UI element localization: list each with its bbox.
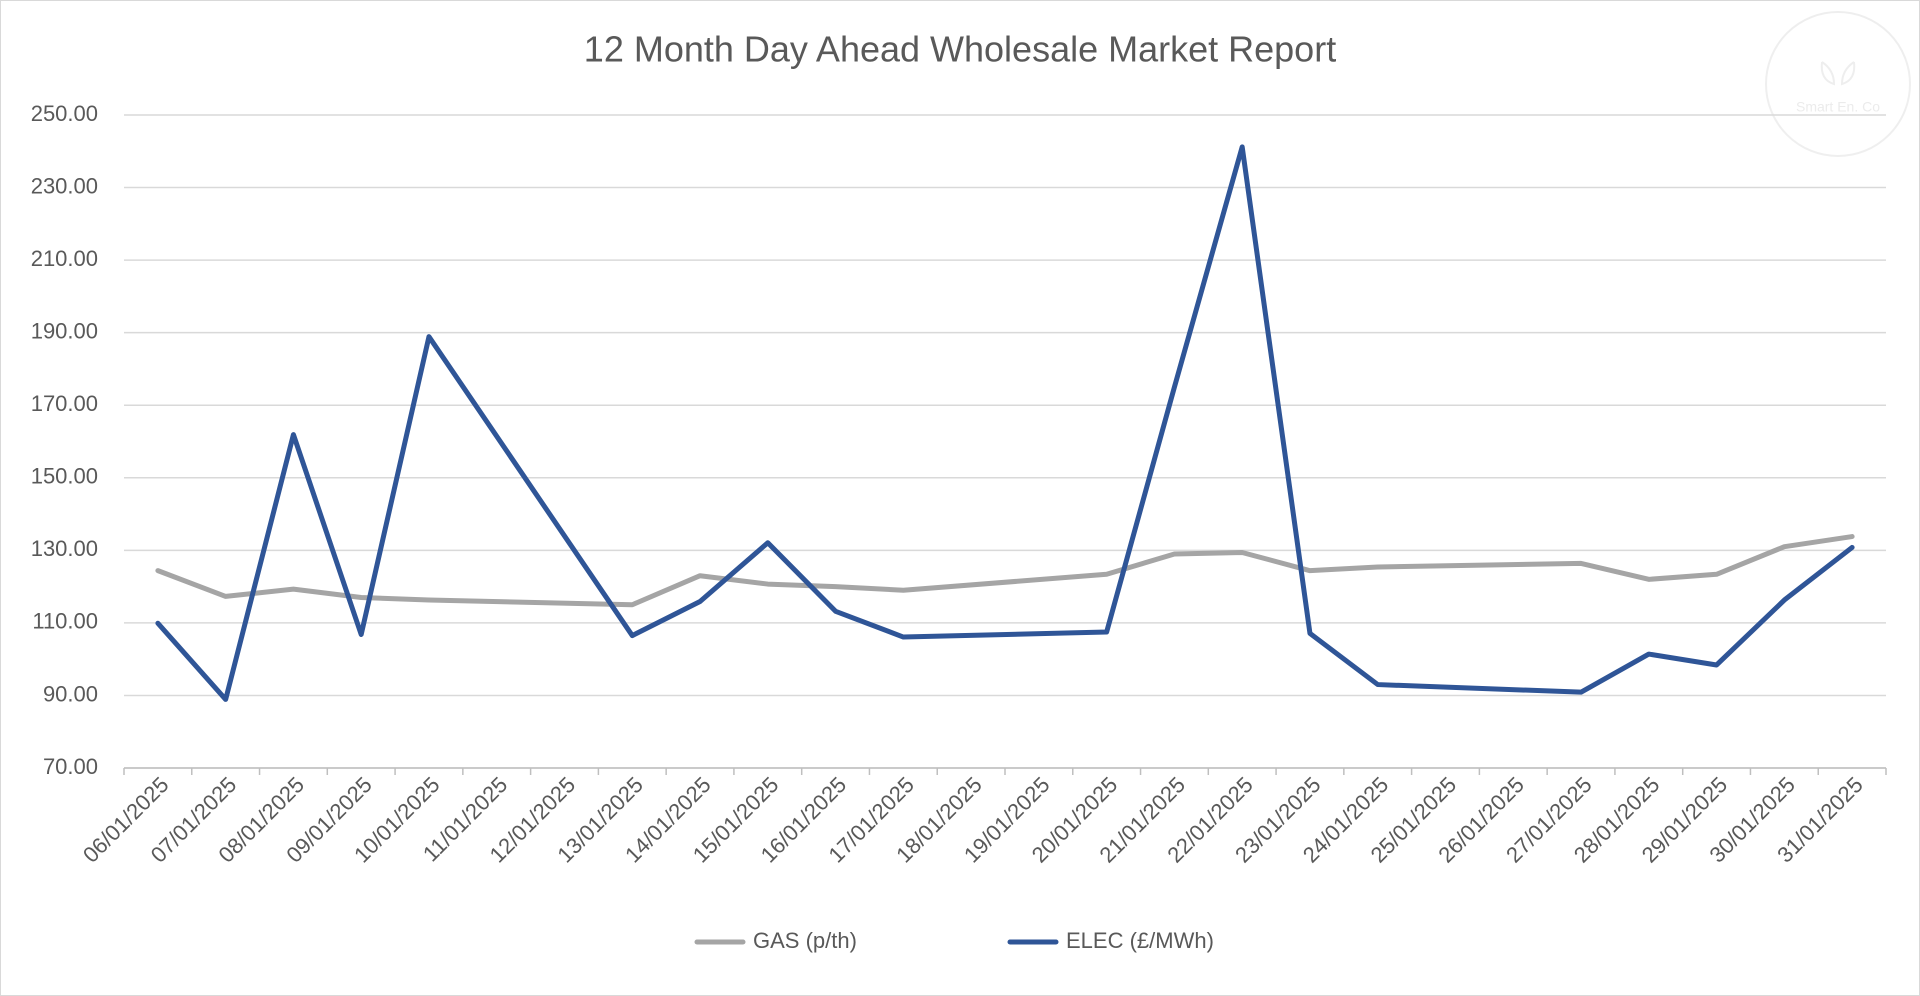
y-tick-label: 170.00	[31, 391, 98, 416]
chart-title: 12 Month Day Ahead Wholesale Market Repo…	[584, 29, 1336, 70]
watermark-logo: Smart En. Co	[1765, 11, 1911, 157]
series-line	[155, 144, 1855, 702]
y-tick-label: 90.00	[43, 681, 98, 706]
y-tick-label: 150.00	[31, 464, 98, 489]
y-tick-label: 210.00	[31, 246, 98, 271]
legend-item: GAS (p/th)	[694, 928, 857, 953]
legend-label: ELEC (£/MWh)	[1066, 928, 1214, 953]
legend-label: GAS (p/th)	[753, 928, 857, 953]
y-tick-label: 110.00	[32, 609, 98, 634]
y-tick-label: 70.00	[43, 754, 98, 779]
y-tick-label: 230.00	[31, 173, 98, 198]
y-tick-label: 250.00	[31, 101, 98, 126]
y-tick-label: 130.00	[31, 536, 98, 561]
watermark-text: Smart En. Co	[1796, 99, 1880, 115]
y-tick-label: 190.00	[31, 318, 98, 343]
series-line	[155, 534, 1855, 608]
legend-item: ELEC (£/MWh)	[1007, 928, 1214, 953]
